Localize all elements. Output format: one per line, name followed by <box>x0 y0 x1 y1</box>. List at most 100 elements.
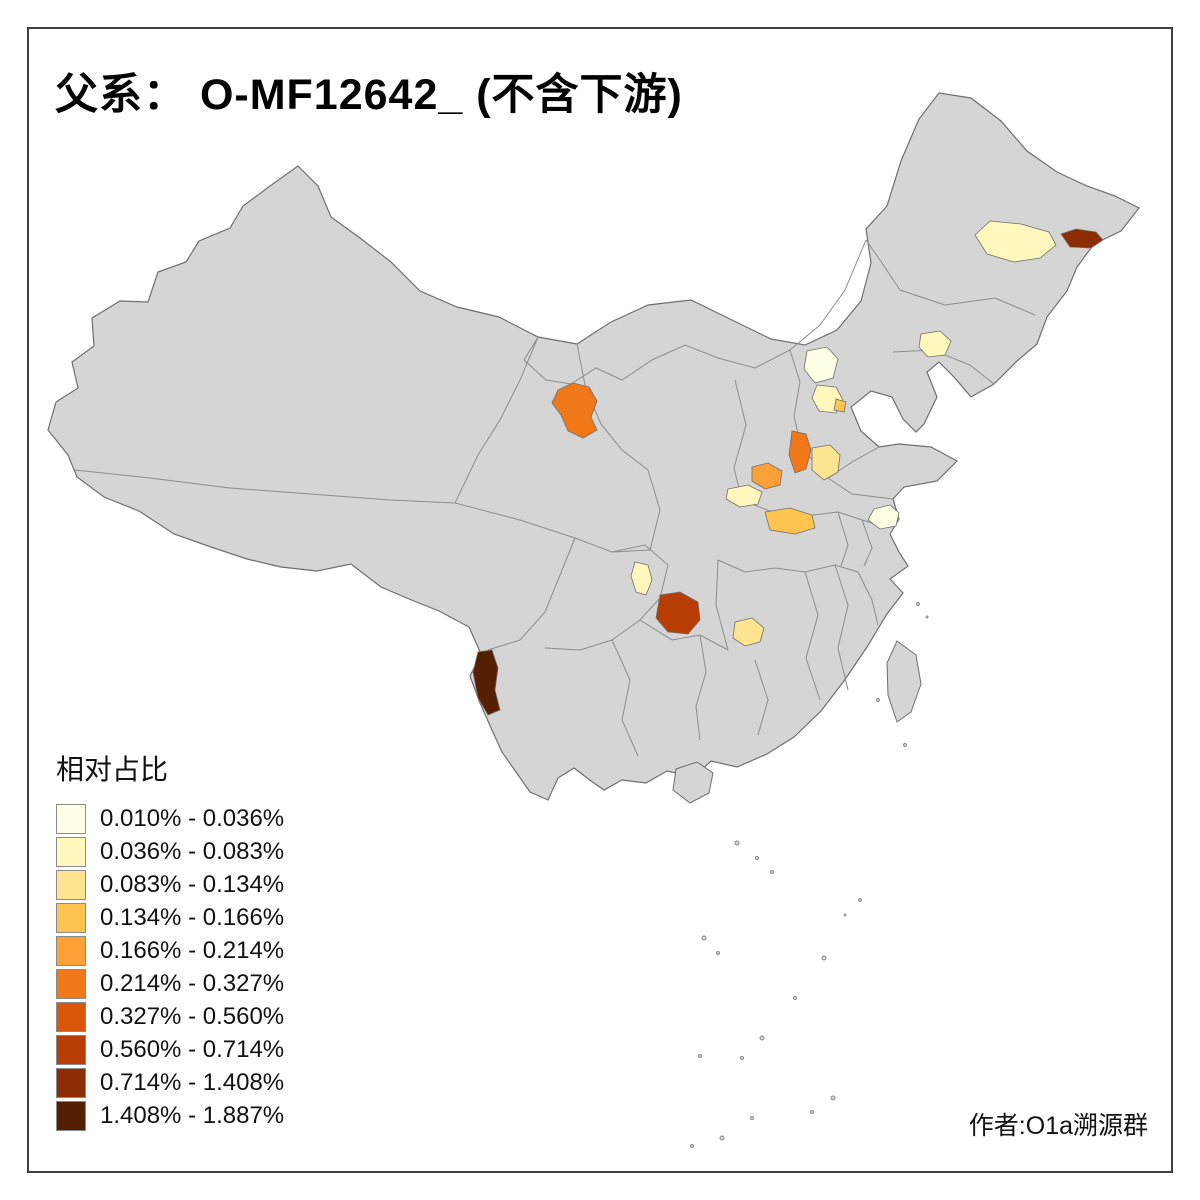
province-border <box>544 544 669 651</box>
region-sichuan-east <box>630 561 653 596</box>
legend-item: 1.408% - 1.887% <box>56 1101 284 1131</box>
island-speck <box>740 1056 744 1060</box>
legend-item: 0.036% - 0.083% <box>56 837 284 867</box>
province-border <box>741 499 886 528</box>
province-borders <box>74 239 1036 757</box>
island-speck <box>750 1116 754 1120</box>
province-border <box>857 571 879 626</box>
island-speck <box>690 1144 694 1148</box>
legend-swatch <box>56 837 86 867</box>
province-border <box>834 564 849 691</box>
legend-swatch <box>56 1002 86 1032</box>
province-border <box>639 619 729 651</box>
legend-item: 0.714% - 1.408% <box>56 1068 284 1098</box>
island-speck <box>876 698 880 702</box>
province-border <box>804 571 821 701</box>
hainan-island <box>672 761 714 804</box>
province-border <box>487 537 576 651</box>
province-border <box>611 639 639 757</box>
province-border <box>523 239 867 385</box>
province-border <box>576 343 649 471</box>
legend-swatch <box>56 870 86 900</box>
region-henan-zhoukou <box>764 507 816 535</box>
legend-label: 0.714% - 1.408% <box>100 1069 285 1096</box>
island-speck <box>858 898 862 902</box>
province-border <box>861 519 873 567</box>
province-border <box>754 659 769 736</box>
province-border <box>733 379 747 501</box>
region-beijing <box>803 346 839 384</box>
legend-item: 0.010% - 0.036% <box>56 804 284 834</box>
legend-label: 0.134% - 0.166% <box>100 904 285 931</box>
legend-item: 0.214% - 0.327% <box>56 969 284 999</box>
island-speck <box>759 1035 765 1041</box>
island-speck <box>701 935 707 941</box>
province-border <box>74 469 456 504</box>
province-border <box>695 634 707 741</box>
legend-swatch <box>56 969 86 999</box>
province-border <box>892 349 995 385</box>
legend-item: 0.166% - 0.214% <box>56 936 284 966</box>
legend-item: 0.560% - 0.714% <box>56 1035 284 1065</box>
island-speck <box>734 840 740 846</box>
province-border <box>715 559 729 651</box>
province-border <box>454 336 539 504</box>
china-mainland <box>47 92 1140 801</box>
province-border <box>899 289 1036 316</box>
province-border <box>717 559 859 573</box>
island-speck <box>716 951 720 955</box>
island-speck <box>755 856 759 860</box>
region-ningxia <box>551 382 598 439</box>
region-guizhou-north <box>655 591 701 635</box>
island-speck <box>903 743 907 747</box>
province-border <box>837 511 849 567</box>
sea-islands <box>690 602 929 1148</box>
legend-item: 0.134% - 0.166% <box>56 903 284 933</box>
legend-label: 0.010% - 0.036% <box>100 805 285 832</box>
island-speck <box>793 996 797 1000</box>
province-border <box>454 502 613 553</box>
legend-label: 0.214% - 0.327% <box>100 970 285 997</box>
legend-items: 0.010% - 0.036% 0.036% - 0.083% 0.083% - 0… <box>56 804 284 1131</box>
region-heilongjiang-central <box>974 220 1057 263</box>
island-speck <box>821 955 827 961</box>
region-shandong-southwest <box>811 444 841 481</box>
island-speck <box>770 870 774 874</box>
legend: 相对占比 0.010% - 0.036% 0.036% - 0.083% 0.083… <box>56 748 284 1134</box>
legend-label: 0.083% - 0.134% <box>100 871 285 898</box>
region-henan-north <box>788 430 812 474</box>
island-speck <box>843 913 847 917</box>
province-border <box>865 239 901 291</box>
legend-label: 0.560% - 0.714% <box>100 1036 285 1063</box>
province-border <box>827 477 894 500</box>
legend-item: 0.083% - 0.134% <box>56 870 284 900</box>
legend-swatch <box>56 1101 86 1131</box>
island-speck <box>698 1054 702 1058</box>
island-speck <box>830 1095 836 1101</box>
island-speck <box>925 615 929 619</box>
region-henan-nanyang <box>725 484 763 508</box>
legend-swatch <box>56 903 86 933</box>
province-border <box>611 469 661 553</box>
highlighted-prefectures <box>472 220 1104 716</box>
region-tianjin <box>833 398 847 413</box>
legend-label: 0.166% - 0.214% <box>100 937 285 964</box>
province-border <box>789 349 802 448</box>
region-heilongjiang-east <box>1060 228 1104 249</box>
region-yunnan-west <box>472 649 501 716</box>
legend-item: 0.327% - 0.560% <box>56 1002 284 1032</box>
region-liaoning-east <box>918 330 952 358</box>
island-speck <box>916 602 920 606</box>
region-henan-zhengzhou <box>751 462 783 490</box>
legend-title: 相对占比 <box>56 754 169 785</box>
legend-swatch <box>56 936 86 966</box>
legend-swatch <box>56 804 86 834</box>
legend-label: 1.408% - 1.887% <box>100 1102 285 1129</box>
region-jiangsu-south <box>867 504 900 530</box>
region-hunan-north <box>732 617 765 647</box>
map-title: 父系： O-MF12642_ (不含下游) <box>55 71 683 119</box>
legend-swatch <box>56 1068 86 1098</box>
island-speck <box>719 1135 725 1141</box>
